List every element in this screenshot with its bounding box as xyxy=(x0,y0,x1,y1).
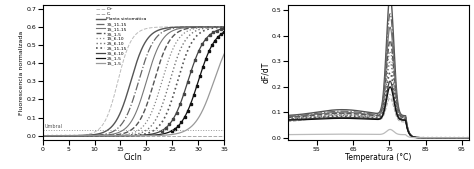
Y-axis label: dF/dT: dF/dT xyxy=(261,62,270,83)
X-axis label: Cicln: Cicln xyxy=(124,153,143,162)
Y-axis label: Fluorescencia normalizada: Fluorescencia normalizada xyxy=(19,31,24,115)
Text: Umbral: Umbral xyxy=(44,124,62,129)
X-axis label: Temperatura (°C): Temperatura (°C) xyxy=(345,153,412,162)
Legend: C+, C-, Planta sintomática, 3S_11-15, 1S_11-15, 3S_1-5, 1S_6-10, 2S_6-10, 2S_11-: C+, C-, Planta sintomática, 3S_11-15, 1S… xyxy=(96,7,147,65)
